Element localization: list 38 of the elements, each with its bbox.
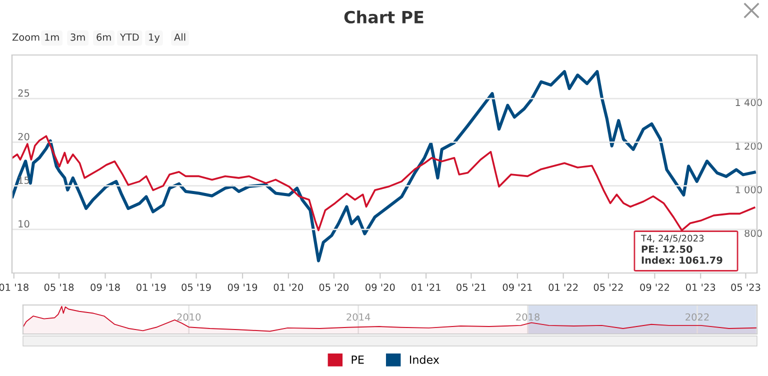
text: YTD xyxy=(120,34,139,41)
x-tick-label: 01 '21 xyxy=(411,284,440,291)
y-tick-label: 20 xyxy=(18,132,30,140)
text: 1m xyxy=(45,34,59,41)
text: 3m xyxy=(70,33,85,41)
annotation: Index: 1061.79 xyxy=(642,256,722,264)
y-tick-label: 25 xyxy=(18,89,30,97)
legend-label: Index xyxy=(410,355,440,364)
x-tick-label: 01 '20 xyxy=(274,284,304,291)
legend-label: PE xyxy=(352,356,364,364)
x-tick-label: 05 '20 xyxy=(319,284,349,291)
x-tick-label: 09 '19 xyxy=(228,284,258,291)
x-tick-label: 09 '21 xyxy=(502,284,532,291)
text: All xyxy=(174,33,186,41)
y2-tick-label: 1 200 xyxy=(736,142,762,150)
x-tick-label: 01 '19 xyxy=(136,284,166,291)
x-tick-label: 01 '22 xyxy=(548,284,578,291)
text: Zoom xyxy=(12,34,40,41)
text: 1y xyxy=(149,34,160,43)
annotation: PE: 12.50 xyxy=(642,245,692,253)
x-tick-label: 05 '22 xyxy=(594,284,623,291)
x-tick-label: 2010 xyxy=(177,313,201,321)
text: 6m xyxy=(96,33,111,41)
annotation: T4, 24/5/2023 xyxy=(640,234,704,243)
x-tick-label: 09 '18 xyxy=(90,284,120,291)
chart-title: Chart PE xyxy=(344,10,424,24)
x-tick-label: 09 '20 xyxy=(366,284,395,291)
y2-tick-label: 1 400 xyxy=(736,98,762,106)
y-tick-label: 10 xyxy=(18,220,30,228)
x-tick-label: 2018 xyxy=(516,313,540,321)
x-tick-label: 05 '23 xyxy=(731,284,760,291)
x-tick-label: 2014 xyxy=(346,313,370,321)
x-tick-label: 09 '22 xyxy=(640,284,669,291)
x-tick-label: 01 '23 xyxy=(686,284,716,291)
x-tick-label: 05 '19 xyxy=(182,284,211,291)
x-tick-label: 2022 xyxy=(686,313,709,321)
x-tick-label: 05 '18 xyxy=(44,284,74,291)
x-tick-label: 05 '21 xyxy=(456,284,486,291)
